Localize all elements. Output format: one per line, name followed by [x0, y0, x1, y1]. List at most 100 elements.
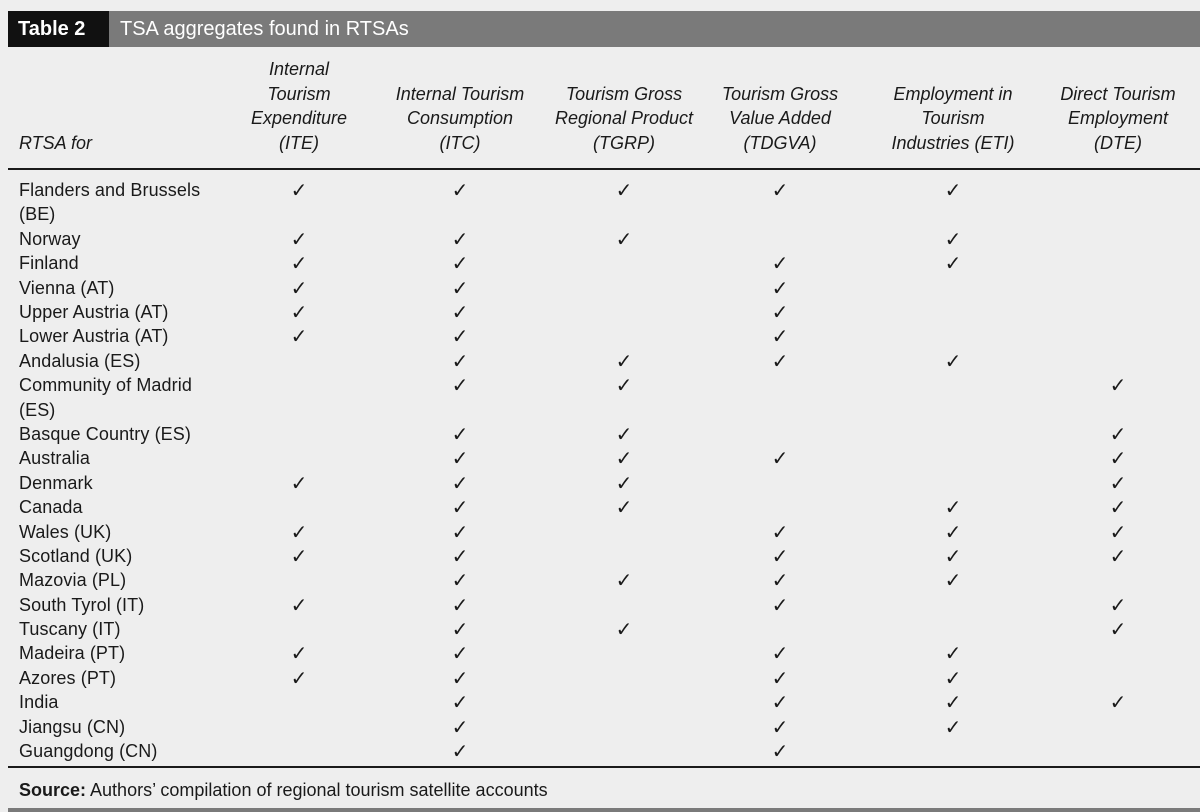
check-mark-icon: ✓ [615, 178, 633, 202]
check-mark-icon: ✓ [1109, 543, 1127, 568]
rtsa-name: Andalusia (ES) [19, 349, 219, 373]
rtsa-name: Jiangsu (CN) [19, 715, 219, 739]
table-row: Madeira (PT) ✓ ✓ ✓ ✓ [8, 641, 1200, 665]
rtsa-name: Norway [19, 227, 219, 251]
table-row: Basque Country (ES) ✓ ✓ ✓ [8, 422, 1200, 446]
source-note: Source: Authors’ compilation of regional… [19, 778, 548, 802]
column-header-line: Employment [1067, 108, 1169, 129]
column-header-line: Internal [268, 59, 330, 80]
rtsa-name-line: Flanders and Brussels [19, 180, 201, 200]
source-label: Source: [19, 780, 87, 800]
check-mark-icon: ✓ [290, 178, 308, 202]
check-mark-icon: ✓ [771, 348, 789, 373]
rtsa-name-line: (ES) [19, 399, 56, 420]
table-row: Lower Austria (AT) ✓ ✓ ✓ [8, 324, 1200, 348]
column-header: Tourism Gross Regional Product (TGRP) [539, 57, 709, 155]
rtsa-name: Basque Country (ES) [19, 422, 219, 446]
check-mark-icon: ✓ [771, 251, 789, 276]
column-header-line: (DTE) [1094, 132, 1142, 153]
check-mark-icon: ✓ [1109, 373, 1127, 398]
rtsa-name: Canada [19, 495, 219, 519]
column-header-line: Tourism Gross [721, 83, 839, 104]
rtsa-name-line: Lower Austria (AT) [19, 326, 169, 347]
check-mark-icon: ✓ [615, 568, 633, 593]
rtsa-name: Azores (PT) [19, 666, 219, 690]
check-mark-icon: ✓ [451, 348, 469, 373]
check-mark-icon: ✓ [290, 299, 308, 324]
check-mark-icon: ✓ [615, 421, 633, 446]
check-mark-icon: ✓ [1109, 617, 1127, 642]
table-number-label: Table 2 [8, 11, 109, 47]
check-mark-icon: ✓ [771, 543, 789, 568]
check-mark-icon: ✓ [944, 251, 962, 276]
check-mark-icon: ✓ [451, 373, 469, 398]
check-mark-icon: ✓ [290, 592, 308, 617]
check-mark-icon: ✓ [771, 446, 789, 471]
check-mark-icon: ✓ [451, 714, 469, 739]
table-row: South Tyrol (IT) ✓ ✓ ✓ ✓ [8, 593, 1200, 617]
rtsa-name-line: India [19, 692, 59, 713]
rtsa-name-line: Australia [19, 448, 90, 469]
rtsa-name-line: Finland [19, 253, 79, 274]
rtsa-name-line: Denmark [19, 472, 93, 493]
check-mark-icon: ✓ [771, 275, 789, 300]
table-row: Finland ✓ ✓ ✓ ✓ [8, 251, 1200, 275]
check-mark-icon: ✓ [451, 665, 469, 690]
column-header-line [868, 57, 1038, 81]
header-rule [8, 168, 1200, 170]
table-body: Flanders and Brussels (BE) ✓ ✓ ✓ ✓ ✓ Norway ✓ ✓ ✓ ✓… [8, 178, 1200, 763]
table-row: India ✓ ✓ ✓ ✓ [8, 690, 1200, 714]
rtsa-name: Mazovia (PL) [19, 568, 219, 592]
check-mark-icon: ✓ [451, 739, 469, 764]
check-mark-icon: ✓ [771, 714, 789, 739]
check-mark-icon: ✓ [615, 617, 633, 642]
check-mark-icon: ✓ [771, 739, 789, 764]
check-mark-icon: ✓ [615, 373, 633, 398]
column-header-line: Consumption [406, 108, 514, 129]
column-header: Internal Tourism Consumption (ITC) [375, 57, 545, 155]
rtsa-name: Finland [19, 251, 219, 275]
table-row: Denmark ✓ ✓ ✓ ✓ [8, 471, 1200, 495]
table-row: Jiangsu (CN) ✓ ✓ ✓ [8, 715, 1200, 739]
table-row: Community of Madrid (ES) ✓ ✓ ✓ [8, 373, 1200, 422]
row-header-label: RTSA for [19, 132, 93, 153]
check-mark-icon: ✓ [451, 641, 469, 666]
rtsa-name: South Tyrol (IT) [19, 593, 219, 617]
footer-rule [8, 766, 1200, 768]
table-row: Australia ✓ ✓ ✓ ✓ [8, 446, 1200, 470]
column-header: Tourism Gross Value Added (TDGVA) [705, 57, 855, 155]
check-mark-icon: ✓ [451, 568, 469, 593]
table-row: Upper Austria (AT) ✓ ✓ ✓ [8, 300, 1200, 324]
rtsa-name: Community of Madrid (ES) [19, 373, 219, 422]
check-mark-icon: ✓ [771, 299, 789, 324]
check-mark-icon: ✓ [771, 568, 789, 593]
rtsa-name-line: Wales (UK) [19, 521, 112, 542]
check-mark-icon: ✓ [1109, 421, 1127, 446]
rtsa-name-line: Community of Madrid [19, 375, 192, 396]
column-header: Direct Tourism Employment (DTE) [1043, 57, 1193, 155]
check-mark-icon: ✓ [451, 592, 469, 617]
check-mark-icon: ✓ [451, 275, 469, 300]
column-header-line: Regional Product [554, 108, 694, 129]
rtsa-name-line: Scotland (UK) [19, 545, 133, 566]
column-header-line: Value Added [729, 108, 831, 129]
check-mark-icon: ✓ [451, 178, 469, 202]
check-mark-icon: ✓ [1109, 690, 1127, 715]
check-mark-icon: ✓ [1109, 495, 1127, 520]
column-header-line [1043, 57, 1193, 81]
table-row: Norway ✓ ✓ ✓ ✓ [8, 227, 1200, 251]
rtsa-name-line: Mazovia (PL) [19, 570, 127, 591]
rtsa-name-line: South Tyrol (IT) [19, 594, 145, 615]
check-mark-icon: ✓ [451, 690, 469, 715]
check-mark-icon: ✓ [290, 665, 308, 690]
check-mark-icon: ✓ [771, 592, 789, 617]
check-mark-icon: ✓ [771, 519, 789, 544]
check-mark-icon: ✓ [290, 519, 308, 544]
column-header-line: Internal Tourism [395, 83, 525, 104]
check-mark-icon: ✓ [944, 543, 962, 568]
check-mark-icon: ✓ [451, 446, 469, 471]
rtsa-name-line: Upper Austria (AT) [19, 301, 169, 322]
check-mark-icon: ✓ [290, 470, 308, 495]
rtsa-name-line: Madeira (PT) [19, 643, 126, 664]
rtsa-name-line: Basque Country (ES) [19, 423, 191, 444]
